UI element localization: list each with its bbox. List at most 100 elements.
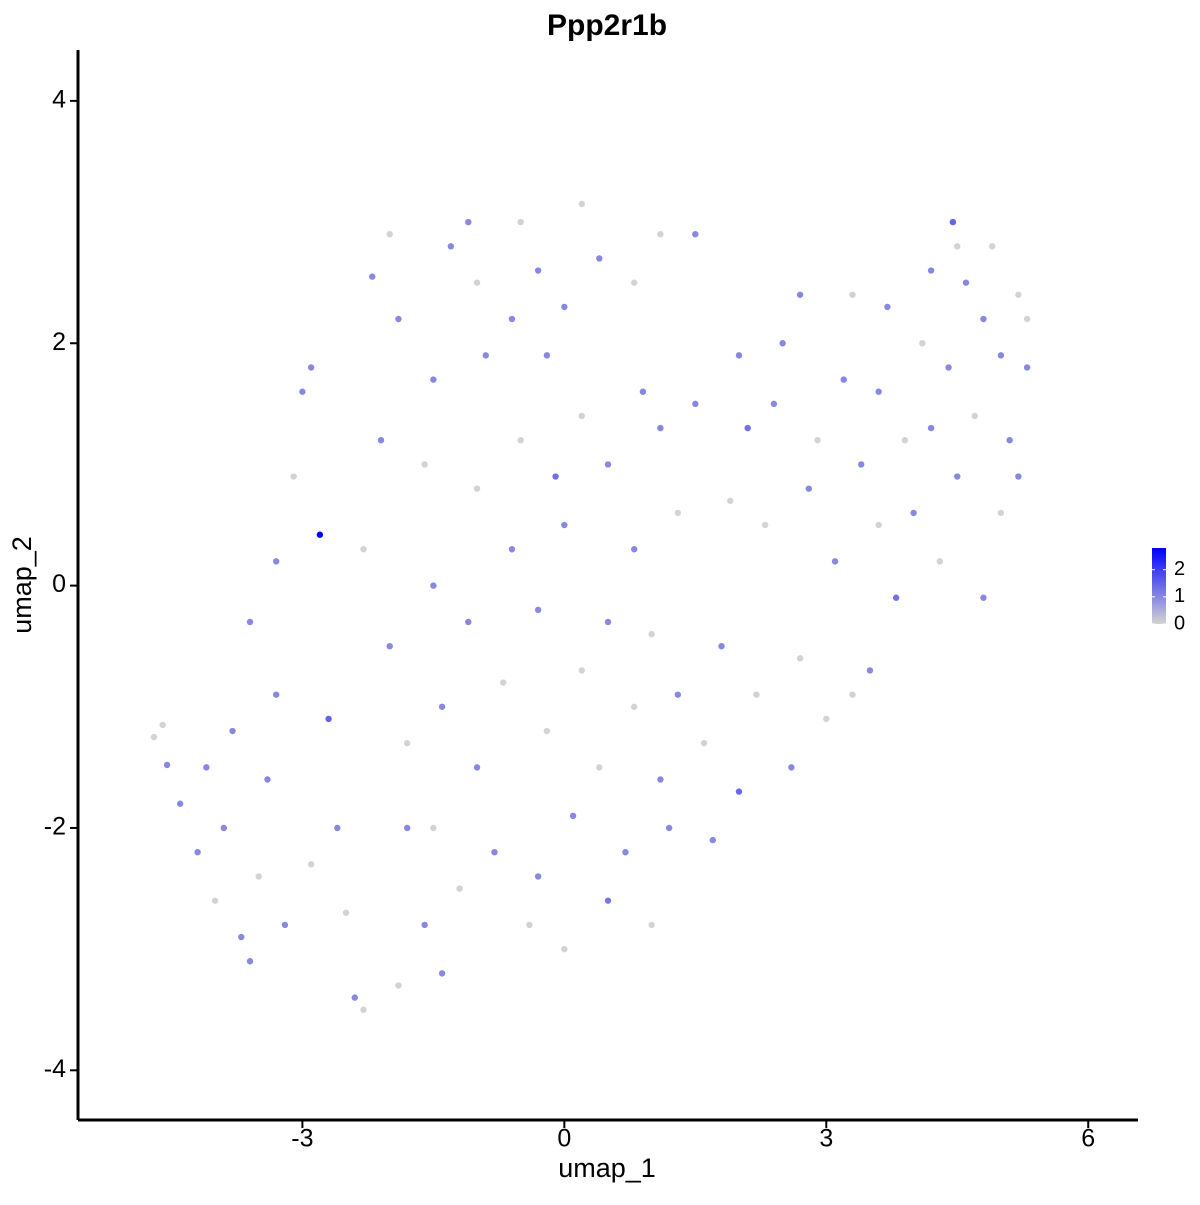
- point: [692, 230, 699, 238]
- point: [159, 721, 166, 729]
- point: [578, 667, 586, 674]
- point: [796, 655, 804, 662]
- point: [997, 509, 1005, 517]
- point: [395, 315, 402, 323]
- point: [949, 218, 957, 226]
- point: [316, 531, 324, 538]
- point: [840, 376, 847, 383]
- point: [430, 376, 437, 383]
- point: [831, 558, 839, 565]
- point: [657, 230, 664, 238]
- point: [875, 521, 882, 529]
- point: [849, 691, 856, 698]
- point: [360, 1006, 367, 1013]
- colorbar-label: 0: [1174, 612, 1185, 634]
- point: [753, 691, 760, 698]
- point: [299, 388, 306, 395]
- point: [954, 473, 961, 480]
- point: [351, 994, 358, 1001]
- point: [552, 473, 559, 480]
- point: [639, 388, 647, 395]
- point: [858, 461, 865, 468]
- point: [630, 546, 638, 553]
- point: [203, 764, 210, 771]
- point: [796, 291, 804, 298]
- point: [561, 303, 568, 311]
- point: [421, 461, 428, 468]
- point: [692, 400, 699, 408]
- point: [674, 509, 682, 517]
- point: [360, 546, 367, 553]
- point: [526, 921, 533, 929]
- point: [823, 715, 830, 723]
- point: [255, 873, 262, 880]
- y-tick-label: 2: [52, 328, 66, 356]
- point: [901, 436, 909, 444]
- point: [491, 848, 498, 856]
- point: [473, 764, 481, 771]
- point: [561, 945, 568, 953]
- point: [543, 352, 551, 359]
- point: [604, 897, 612, 904]
- point: [307, 364, 315, 371]
- point: [176, 800, 184, 807]
- point: [604, 618, 612, 626]
- point: [735, 788, 743, 795]
- chart-title: Ppp2r1b: [547, 9, 667, 42]
- point: [665, 824, 673, 832]
- point: [534, 873, 542, 880]
- point: [718, 642, 725, 650]
- point: [386, 230, 393, 238]
- colorbar: [1152, 548, 1166, 624]
- point: [954, 243, 961, 250]
- point: [761, 521, 769, 529]
- point: [1023, 315, 1031, 323]
- point: [971, 412, 978, 420]
- point: [657, 424, 664, 432]
- point: [1015, 291, 1022, 298]
- x-tick-label: 3: [819, 1125, 833, 1153]
- point: [307, 861, 315, 868]
- point: [163, 761, 171, 769]
- point: [980, 594, 987, 601]
- point: [264, 776, 271, 783]
- point: [849, 291, 856, 298]
- point: [517, 436, 524, 444]
- point: [980, 315, 987, 323]
- point: [1015, 473, 1022, 480]
- point: [1006, 436, 1013, 444]
- point: [220, 824, 228, 832]
- point: [508, 546, 516, 553]
- point: [962, 279, 970, 286]
- point: [430, 582, 437, 589]
- point: [543, 727, 551, 735]
- point: [648, 921, 655, 929]
- point: [727, 497, 734, 504]
- point: [465, 218, 472, 226]
- point: [927, 424, 935, 432]
- point: [482, 352, 489, 359]
- point: [919, 340, 926, 347]
- point: [604, 461, 612, 468]
- x-axis-title: umap_1: [558, 1153, 656, 1183]
- point: [630, 703, 638, 710]
- point: [290, 473, 297, 480]
- point: [866, 667, 874, 674]
- point: [386, 642, 393, 650]
- point: [517, 218, 524, 226]
- x-tick-label: 0: [557, 1125, 571, 1153]
- point: [238, 933, 245, 941]
- point: [910, 509, 917, 517]
- point: [561, 521, 568, 529]
- point: [534, 267, 542, 274]
- point: [892, 594, 900, 601]
- point: [246, 618, 254, 626]
- point: [744, 424, 751, 432]
- point: [403, 824, 411, 832]
- point: [246, 958, 254, 965]
- y-tick-label: 0: [52, 570, 66, 598]
- point: [569, 812, 577, 820]
- point: [342, 909, 350, 916]
- point: [194, 848, 201, 856]
- y-tick-label: -2: [44, 813, 66, 841]
